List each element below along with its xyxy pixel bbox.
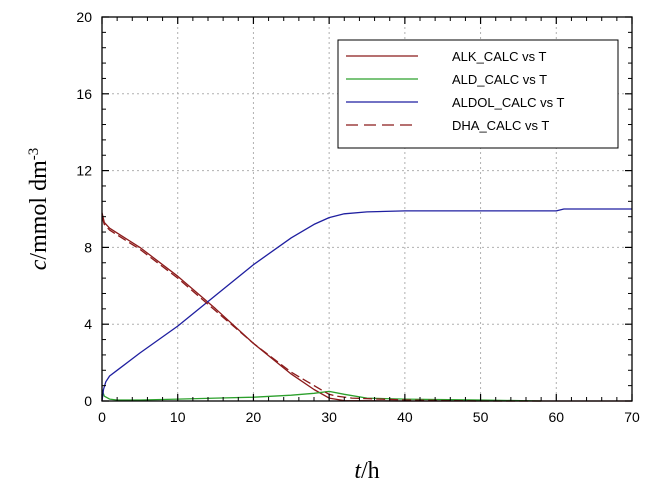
x-tick-label: 0: [98, 409, 106, 425]
legend-label-1: ALD_CALC vs T: [452, 72, 547, 87]
gridlines: [102, 17, 632, 401]
x-tick-label: 60: [548, 409, 564, 425]
series-lines: [101, 208, 632, 402]
legend-box: [337, 39, 619, 149]
y-tick-label: 8: [84, 239, 92, 255]
series-line-3: [101, 216, 542, 402]
legend-label-0: ALK_CALC vs T: [452, 49, 546, 64]
x-tick-label: 70: [624, 409, 640, 425]
y-tick-label: 20: [76, 9, 92, 25]
y-tick-label: 4: [84, 316, 92, 332]
x-tick-label: 10: [170, 409, 186, 425]
x-tick-label: 30: [321, 409, 337, 425]
y-tick-label: 0: [84, 393, 92, 409]
y-tick-label: 12: [76, 163, 92, 179]
y-axis-title: c/mmol dm-3: [26, 148, 52, 271]
legend-label-3: DHA_CALC vs T: [452, 118, 549, 133]
x-tick-label: 20: [246, 409, 262, 425]
tick-labels: 0 10 20 30 40 50 60 70 0 4 8 12 16 20: [76, 9, 640, 425]
plot-area: [101, 16, 633, 402]
series-line-2: [101, 208, 632, 402]
legend-label-2: ALDOL_CALC vs T: [452, 95, 565, 110]
x-tick-label: 40: [397, 409, 413, 425]
series-line-1: [101, 389, 542, 402]
y-tick-label: 16: [76, 86, 92, 102]
x-tick-label: 50: [473, 409, 489, 425]
legend: ALK_CALC vs T ALD_CALC vs T ALDOL_CALC vs …: [337, 39, 619, 149]
axis-ticks: [101, 16, 633, 402]
x-axis-title: t/h: [354, 458, 379, 484]
